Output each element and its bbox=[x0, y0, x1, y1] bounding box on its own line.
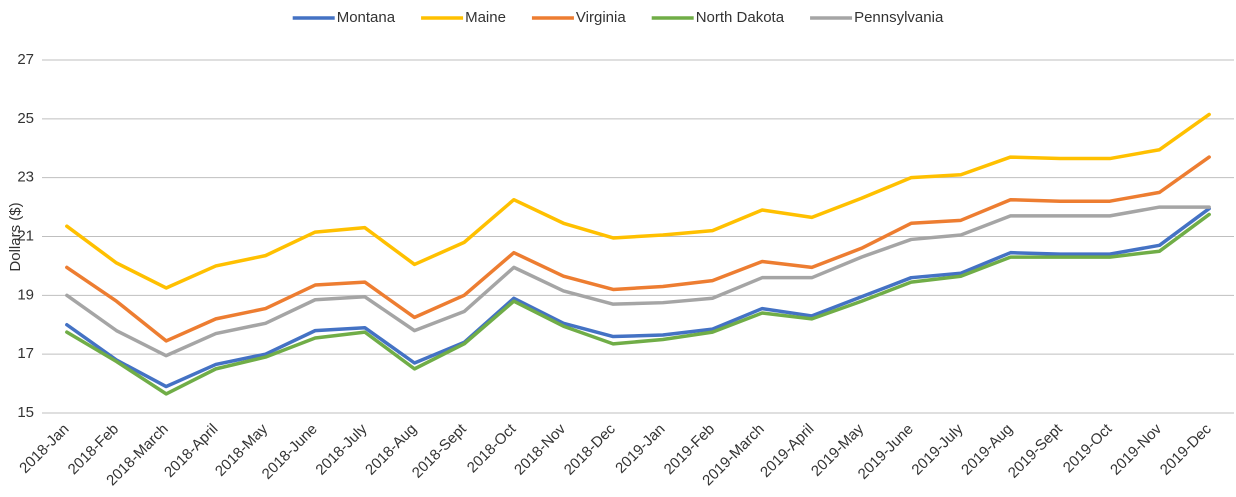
x-tick-label: 2019-July bbox=[908, 420, 966, 478]
x-tick-label: 2018-April bbox=[161, 421, 221, 481]
legend-item: Montana bbox=[292, 9, 396, 26]
legend-label: Montana bbox=[337, 9, 396, 26]
legend-label: Maine bbox=[465, 9, 506, 26]
y-axis-title: Dollars ($) bbox=[7, 202, 24, 271]
legend-label: North Dakota bbox=[696, 9, 785, 26]
legend-item: Pennsylvania bbox=[810, 9, 944, 26]
series-line bbox=[65, 205, 1211, 358]
y-tick-label: 19 bbox=[17, 286, 34, 303]
legend-item: North Dakota bbox=[651, 9, 785, 26]
legend-item: Virginia bbox=[531, 9, 626, 26]
legend: Montana Maine Virginia North Dakota Pennsylv… bbox=[292, 9, 944, 26]
x-tick-label: 2019-Nov bbox=[1107, 420, 1165, 478]
legend-label: Virginia bbox=[576, 9, 626, 26]
series-line bbox=[65, 206, 1211, 389]
y-tick-label: 17 bbox=[17, 345, 34, 362]
x-tick-label: 2018-July bbox=[312, 420, 370, 478]
y-tick-label: 25 bbox=[17, 110, 34, 127]
series-line bbox=[65, 212, 1211, 396]
y-tick-label: 27 bbox=[17, 51, 34, 68]
x-tick-label: 2018-Dec bbox=[561, 420, 619, 478]
y-tick-label: 21 bbox=[17, 227, 34, 244]
x-tick-label: 2019-Dec bbox=[1157, 420, 1215, 478]
x-tick-label: 2018-Sept bbox=[409, 420, 471, 482]
y-tick-label: 23 bbox=[17, 169, 34, 186]
x-tick-label: 2019-April bbox=[757, 421, 817, 481]
legend-item: Maine bbox=[421, 9, 506, 26]
legend-label: Pennsylvania bbox=[854, 9, 944, 26]
x-tick-label: 2019-Sept bbox=[1005, 420, 1067, 482]
x-tick-label: 2018-Nov bbox=[511, 420, 569, 478]
x-tick-label: 2019-Jan bbox=[612, 421, 668, 477]
series-line bbox=[65, 112, 1211, 290]
series-line bbox=[65, 155, 1211, 343]
y-tick-label: 15 bbox=[17, 404, 34, 421]
x-tick-label: 2018-Jan bbox=[16, 421, 72, 477]
